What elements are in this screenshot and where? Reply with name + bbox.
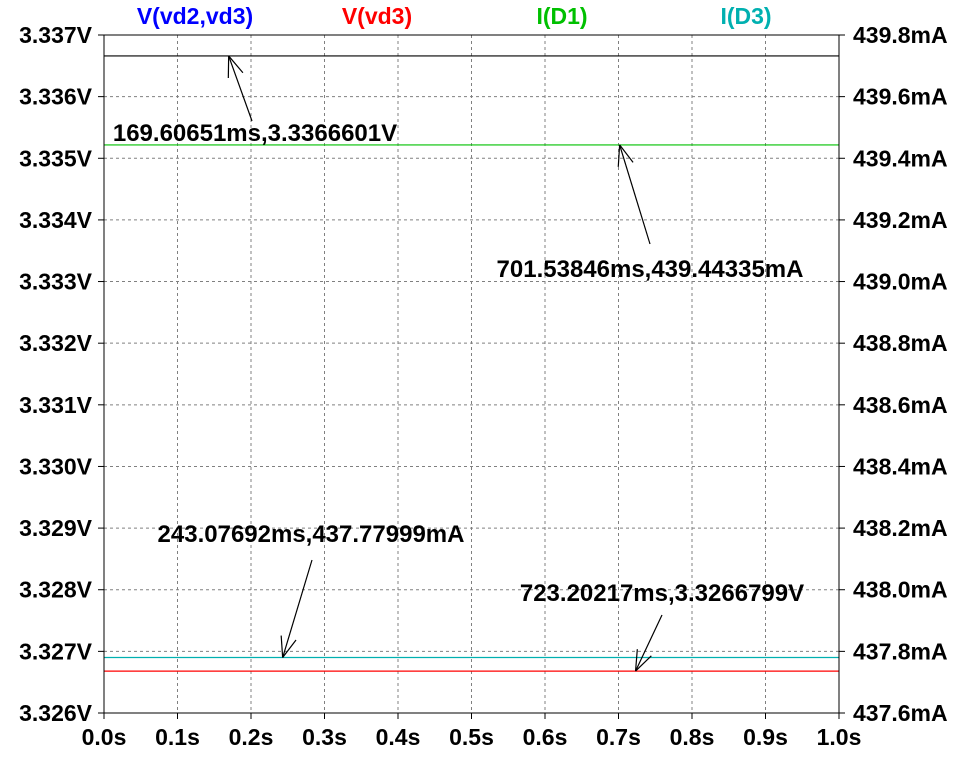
y-left-tick-label: 3.327V (19, 638, 93, 664)
x-tick-label: 0.2s (229, 724, 274, 750)
plot-frame (103, 34, 840, 714)
y-right-tick-label: 439.0mA (853, 269, 948, 295)
y-right-tick-label: 437.6mA (853, 700, 948, 726)
y-left-tick-label: 3.335V (19, 145, 93, 171)
legend-item: V(vd2,vd3) (137, 3, 253, 29)
x-tick-label: 0.8s (670, 724, 715, 750)
y-right-tick-label: 438.8mA (853, 330, 948, 356)
annotation-leader (228, 55, 253, 122)
x-tick-label: 0.5s (449, 724, 494, 750)
y-right-tick-label: 439.6mA (853, 84, 948, 110)
annotation-leader (282, 559, 313, 658)
annotation-arrowhead (635, 655, 652, 672)
x-tick-label: 0.9s (743, 724, 788, 750)
y-right-tick-label: 438.6mA (853, 392, 948, 418)
y-left-tick-label: 3.330V (19, 453, 93, 479)
y-right-tick-label: 439.8mA (853, 22, 948, 48)
annotation-label: 169.60651ms,3.3366601V (113, 120, 397, 147)
x-tick-label: 0.1s (155, 724, 200, 750)
legend-item: V(vd3) (342, 3, 412, 29)
y-left-tick-label: 3.328V (19, 577, 93, 603)
annotation-label: 723.20217ms,3.3266799V (520, 580, 804, 607)
x-tick-label: 0.7s (596, 724, 641, 750)
annotation-label: 701.53846ms,439.44335mA (497, 256, 804, 283)
annotation-arrowhead (228, 55, 244, 74)
x-tick-label: 0.3s (302, 724, 347, 750)
tick-labels: 0.0s 0.1s 0.2s 0.3s 0.4s 0.5s 0.6s 0.7s 0.8s 0.9s… (19, 22, 948, 750)
legend-item: I(D3) (720, 3, 771, 29)
y-right-tick-label: 438.4mA (853, 453, 948, 479)
y-left-tick-label: 3.331V (19, 392, 93, 418)
legend-item: I(D1) (536, 3, 587, 29)
y-right-tick-label: 438.0mA (853, 577, 948, 603)
y-left-tick-label: 3.337V (19, 22, 93, 48)
y-right-tick-label: 437.8mA (853, 638, 948, 664)
annotations: 169.60651ms,3.3366601V 701.53846ms,439.44… (113, 55, 804, 672)
y-right-tick-label: 438.2mA (853, 515, 948, 541)
x-tick-label: 1.0s (817, 724, 862, 750)
y-right-tick-label: 439.4mA (853, 145, 948, 171)
annotation-leader (635, 614, 663, 672)
y-left-tick-label: 3.333V (19, 269, 93, 295)
y-left-tick-label: 3.332V (19, 330, 93, 356)
x-tick-label: 0.0s (82, 724, 127, 750)
annotation-label: 243.07692ms,437.77999mA (158, 521, 465, 548)
y-left-tick-label: 3.336V (19, 84, 93, 110)
grid (98, 34, 845, 719)
y-left-tick-label: 3.334V (19, 207, 93, 233)
annotation-arrowhead (617, 144, 621, 167)
x-tick-label: 0.4s (376, 724, 421, 750)
annotation-arrowhead (280, 635, 284, 658)
y-right-tick-label: 439.2mA (853, 207, 948, 233)
annotation-leader (619, 144, 651, 245)
annotation-arrowhead (619, 144, 634, 163)
y-left-tick-label: 3.326V (19, 700, 93, 726)
series-lines (104, 55, 839, 672)
annotation-arrowhead (634, 649, 638, 672)
annotation-arrowhead (282, 639, 297, 658)
legend: V(vd2,vd3) V(vd3) I(D1) I(D3) (137, 3, 772, 29)
y-left-tick-label: 3.329V (19, 515, 93, 541)
x-tick-label: 0.6s (523, 724, 568, 750)
